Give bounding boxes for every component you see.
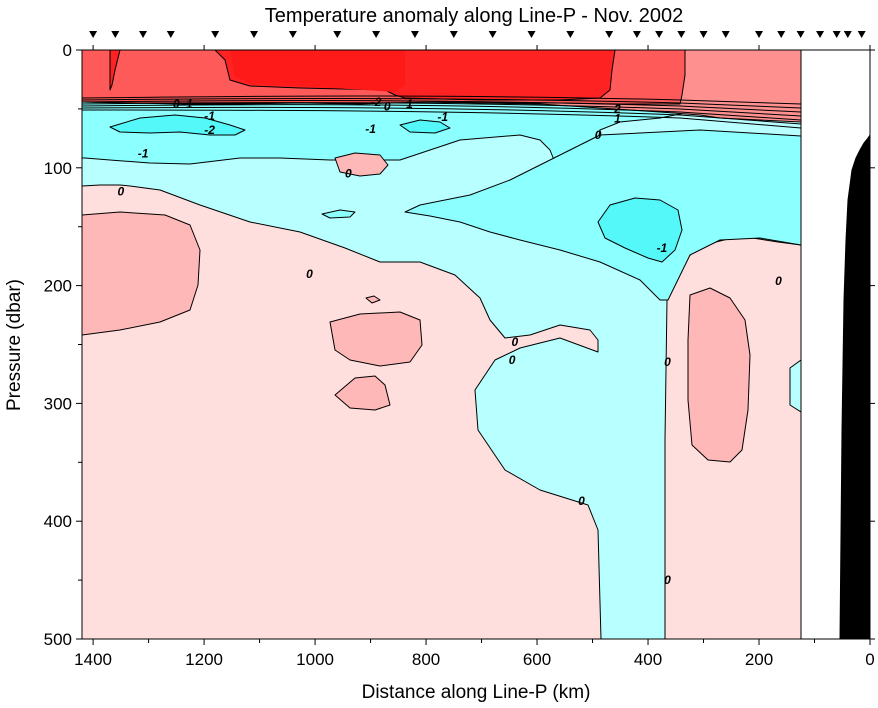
station-marker <box>372 31 381 38</box>
x-tick-label: 1400 <box>74 650 112 669</box>
band-minus1-to-0-right <box>789 359 801 413</box>
contour-label: -2 <box>371 95 382 109</box>
chart-title: Temperature anomaly along Line-P - Nov. … <box>265 5 683 27</box>
station-marker <box>139 31 148 38</box>
contour-label: 0 <box>173 97 180 111</box>
thermocline-lines <box>82 95 801 129</box>
station-marker <box>449 31 458 38</box>
contour-label: 2 <box>613 102 621 116</box>
x-tick-label: 1000 <box>296 650 334 669</box>
contour-label: 0 <box>345 167 352 181</box>
y-tick-label: 0 <box>63 41 72 60</box>
y-axis-title: Pressure (dbar) <box>4 279 25 411</box>
contour-label: -1 <box>657 241 668 255</box>
station-marker <box>777 31 786 38</box>
band-lt-minus2-left <box>109 114 246 136</box>
x-axis: 1400 1200 1000 800 600 400 200 0 <box>74 45 875 669</box>
station-marker <box>843 31 852 38</box>
station-marker <box>410 31 419 38</box>
contour-label: 1 <box>614 111 621 125</box>
contour-label: 0 <box>664 573 671 587</box>
contour-label: -1 <box>365 122 376 136</box>
contour-label: 0 <box>384 100 391 114</box>
station-marker <box>699 31 708 38</box>
warm-lens-right <box>687 287 751 463</box>
warm-lens-dot <box>365 295 381 304</box>
contour-label: 0 <box>118 184 125 198</box>
contour-label: -2 <box>204 123 215 137</box>
station-marker <box>211 31 220 38</box>
x-tick-label: 600 <box>523 650 551 669</box>
station-marker <box>796 31 805 38</box>
band-gt2-core <box>230 50 405 92</box>
contour-label: 0 <box>775 274 782 288</box>
x-tick-label: 1200 <box>185 650 223 669</box>
station-marker <box>632 31 641 38</box>
station-marker <box>488 31 497 38</box>
x-axis-title: Distance along Line-P (km) <box>362 682 591 703</box>
contour-label: 0 <box>512 335 519 349</box>
warm-lens-left <box>82 211 201 336</box>
station-marker <box>166 31 175 38</box>
station-marker <box>721 31 730 38</box>
x-tick-label: 200 <box>745 650 773 669</box>
station-marker <box>655 31 664 38</box>
station-marker <box>111 31 120 38</box>
x-tick-label: 800 <box>412 650 440 669</box>
contour-label: -1 <box>182 97 193 111</box>
station-marker <box>89 31 98 38</box>
station-marker <box>755 31 764 38</box>
contour-label: 0 <box>664 355 671 369</box>
contour-label: 0 <box>509 353 516 367</box>
station-marker <box>832 31 841 38</box>
band-lt-minus2-tongue <box>597 197 683 263</box>
contour-label: -1 <box>138 147 149 161</box>
x-tick-label: 0 <box>865 650 874 669</box>
station-marker <box>333 31 342 38</box>
y-tick-label: 500 <box>44 630 72 649</box>
contour-fills <box>82 50 801 639</box>
station-marker <box>677 31 686 38</box>
station-markers <box>89 31 866 38</box>
station-marker <box>857 31 866 38</box>
x-tick-label: 400 <box>634 650 662 669</box>
station-marker <box>527 31 536 38</box>
station-marker <box>605 31 614 38</box>
contour-label: 0 <box>595 128 602 142</box>
station-marker <box>566 31 575 38</box>
y-tick-label: 200 <box>44 277 72 296</box>
contour-label: -1 <box>204 109 215 123</box>
contour-label: 0 <box>578 494 585 508</box>
station-marker <box>288 31 297 38</box>
contour-label: 1 <box>406 97 413 111</box>
warm-lens-center-a <box>329 311 423 367</box>
band-lt-minus2-mid <box>399 119 451 134</box>
station-marker <box>250 31 259 38</box>
y-tick-label: 300 <box>44 394 72 413</box>
y-tick-label: 400 <box>44 512 72 531</box>
warm-lens-small <box>334 152 389 177</box>
contour-label: -1 <box>437 110 448 124</box>
contour-label: 0 <box>306 267 313 281</box>
band-small-lens <box>321 209 356 219</box>
warm-lens-center-b <box>334 375 391 411</box>
y-tick-label: 100 <box>44 159 72 178</box>
band-minus2-to-minus1 <box>82 87 801 186</box>
station-marker <box>816 31 825 38</box>
